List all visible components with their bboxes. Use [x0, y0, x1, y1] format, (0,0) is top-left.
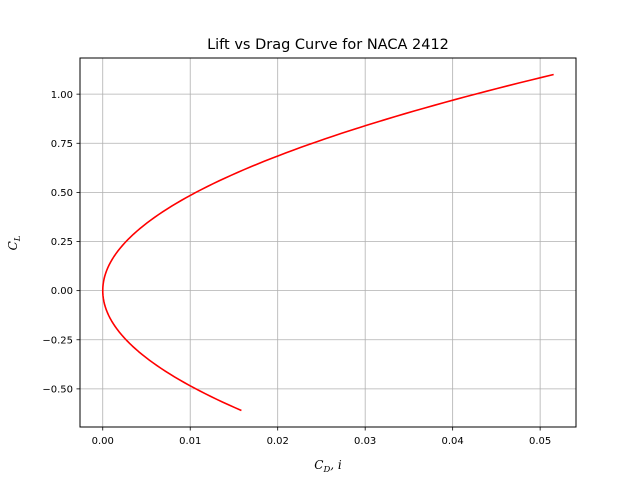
- y-tick-label: 0.50: [51, 188, 73, 199]
- y-tick-label: −0.25: [42, 335, 73, 346]
- x-tick-label: 0.05: [529, 436, 551, 447]
- x-axis-label-subscript: D: [322, 465, 330, 475]
- y-axis-ticks: −0.50 −0.25 0.00 0.25 0.50 0.75 1.00: [42, 90, 80, 395]
- y-tick-label: 0.25: [51, 237, 73, 248]
- y-tick-label: −0.50: [42, 384, 73, 395]
- chart-title: Lift vs Drag Curve for NACA 2412: [207, 37, 449, 53]
- x-axis-label-suffix: , i: [330, 458, 342, 472]
- plot-frame: [79, 57, 577, 428]
- y-tick-label: 0.00: [51, 286, 73, 297]
- x-tick-label: 0.01: [179, 436, 201, 447]
- grid-lines: [80, 58, 576, 427]
- x-tick-label: 0.03: [354, 436, 376, 447]
- x-axis-label: CD, i: [314, 458, 342, 475]
- y-tick-label: 1.00: [51, 90, 73, 101]
- x-tick-label: 0.04: [442, 436, 464, 447]
- cl-cd-curve: [101, 73, 554, 412]
- series-layer: [101, 73, 554, 412]
- x-tick-label: 0.00: [92, 436, 114, 447]
- x-tick-label: 0.02: [267, 436, 289, 447]
- y-axis-label-subscript: L: [13, 235, 23, 242]
- y-tick-label: 0.75: [51, 139, 73, 150]
- x-axis-ticks: 0.00 0.01 0.02 0.03 0.04 0.05: [92, 427, 551, 447]
